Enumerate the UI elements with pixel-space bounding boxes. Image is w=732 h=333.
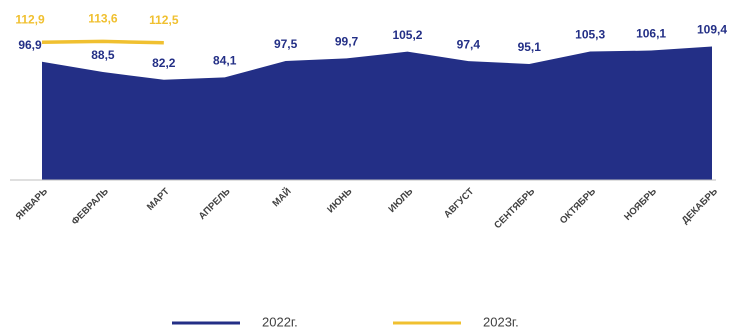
x-tick-label: НОЯБРЬ: [622, 186, 659, 223]
value-label: 82,2: [152, 56, 176, 70]
value-label: 112,9: [15, 12, 45, 26]
value-label: 106,1: [636, 27, 666, 41]
value-label: 96,9: [18, 38, 42, 52]
value-label: 109,4: [697, 23, 727, 37]
x-tick-label: ОКТЯБРЬ: [558, 186, 598, 226]
value-label: 105,2: [392, 28, 422, 42]
value-label: 95,1: [518, 40, 542, 54]
x-tick-label: АВГУСТ: [442, 186, 476, 220]
value-label: 97,5: [274, 37, 298, 51]
x-tick-label: МАРТ: [145, 186, 172, 213]
value-label: 113,6: [88, 12, 118, 26]
legend-label: 2023г.: [483, 314, 519, 329]
x-tick-label: ЯНВАРЬ: [14, 186, 50, 222]
x-tick-label: АПРЕЛЬ: [197, 186, 233, 222]
legend-label: 2022г.: [262, 314, 298, 329]
value-label: 112,5: [149, 13, 179, 27]
value-label: 88,5: [91, 48, 115, 62]
value-label: 105,3: [575, 28, 605, 42]
x-tick-label: СЕНТЯБРЬ: [492, 186, 537, 231]
x-tick-label: МАЙ: [270, 185, 294, 209]
x-tick-label: ДЕКАБРЬ: [680, 186, 720, 226]
value-label: 97,4: [457, 37, 481, 51]
area: [42, 46, 712, 181]
x-tick-label: ИЮЛЬ: [387, 186, 416, 215]
x-tick-label: ФЕВРАЛЬ: [70, 186, 111, 227]
line: [41, 39, 164, 45]
value-label: 99,7: [335, 35, 359, 49]
x-tick-label: ИЮНЬ: [325, 186, 354, 215]
value-label: 84,1: [213, 54, 237, 68]
